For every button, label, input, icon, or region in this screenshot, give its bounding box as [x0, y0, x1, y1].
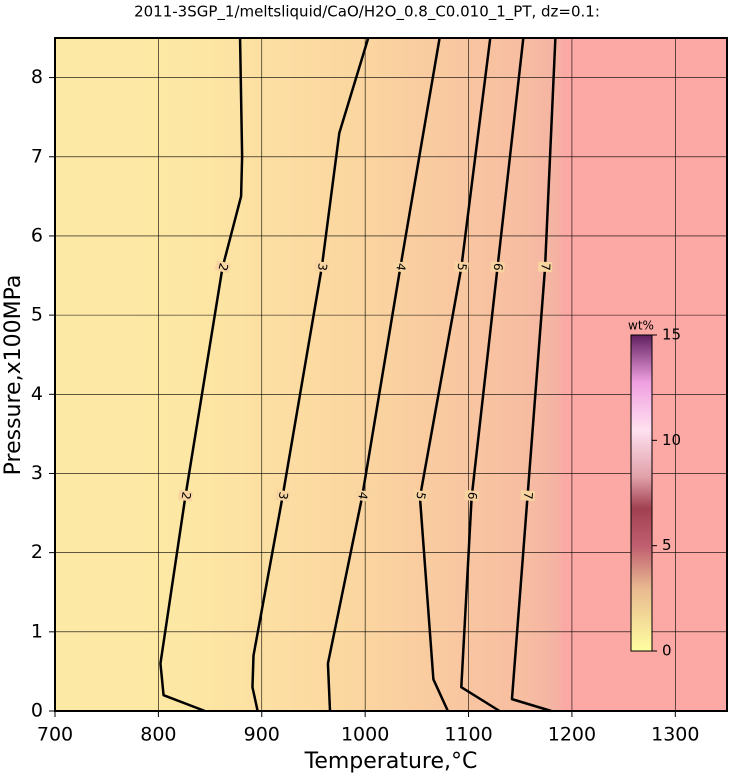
y-tick-label: 0	[31, 700, 43, 722]
contour-label-bg	[314, 260, 330, 273]
contour-label-bg	[490, 261, 506, 273]
contour-label: 7	[538, 263, 552, 271]
contour-label-bg	[354, 489, 371, 502]
y-tick-label: 8	[31, 66, 43, 88]
contour-label-bg	[214, 260, 231, 274]
contour-label: 4	[393, 262, 408, 272]
contour-label-bg	[274, 489, 291, 502]
y-tick-label: 4	[31, 383, 43, 405]
x-tick-label: 1100	[444, 724, 492, 746]
contour-label: 3	[276, 491, 291, 501]
colorbar-tick-label: 15	[662, 326, 681, 344]
contour-label: 7	[521, 491, 536, 500]
contour-label-bg	[392, 260, 409, 273]
contour-label-bg	[453, 260, 469, 273]
contour-label-bg	[520, 490, 535, 502]
contour-label: 5	[454, 262, 469, 271]
contour-label: 4	[355, 491, 370, 501]
y-tick-label: 2	[31, 541, 43, 563]
x-axis-label: Temperature,°C	[304, 749, 478, 774]
field	[55, 38, 727, 711]
y-tick-label: 7	[31, 145, 43, 167]
contour-label: 2	[178, 491, 193, 501]
x-tick-label: 1300	[651, 724, 699, 746]
y-tick-label: 5	[31, 304, 43, 326]
colorbar-tick-label: 0	[662, 642, 672, 660]
colorbar-label: wt%	[628, 319, 654, 333]
y-tick-label: 1	[31, 620, 43, 642]
x-tick-label: 900	[244, 724, 280, 746]
contour-line	[159, 37, 244, 713]
contours: 2 2 3 3 4 4 5 5 6 6 7 7	[159, 37, 557, 713]
frame	[54, 37, 728, 712]
colorbar-tick-label: 5	[662, 536, 672, 554]
contour-label-bg	[464, 489, 480, 502]
contour-label: 2	[215, 261, 230, 272]
x-tick-label: 800	[140, 724, 176, 746]
contour-label: 6	[491, 262, 506, 271]
contour-label-bg	[412, 489, 429, 502]
x-tick-label: 1000	[341, 724, 389, 746]
colorbar-tick-label: 10	[662, 431, 681, 449]
contour-label: 3	[315, 262, 330, 271]
y-tick-label: 6	[31, 224, 43, 246]
colorbar-ticks: 0 5 10 15	[652, 326, 681, 660]
contour-label-bg	[177, 489, 194, 502]
contour-label: 6	[465, 491, 480, 500]
y-axis-label: Pressure,x100MPa	[1, 275, 26, 476]
chart-title: 2011-3SGP_1/meltsliquid/CaO/H2O_0.8_C0.0…	[134, 3, 600, 22]
x-tick-label: 1200	[548, 724, 596, 746]
colorbar	[630, 334, 653, 652]
grid	[54, 38, 727, 712]
y-tick-label: 3	[31, 462, 43, 484]
contour-label: 5	[413, 491, 428, 501]
contour-label-bg	[537, 261, 553, 273]
x-tick-label: 700	[37, 724, 73, 746]
